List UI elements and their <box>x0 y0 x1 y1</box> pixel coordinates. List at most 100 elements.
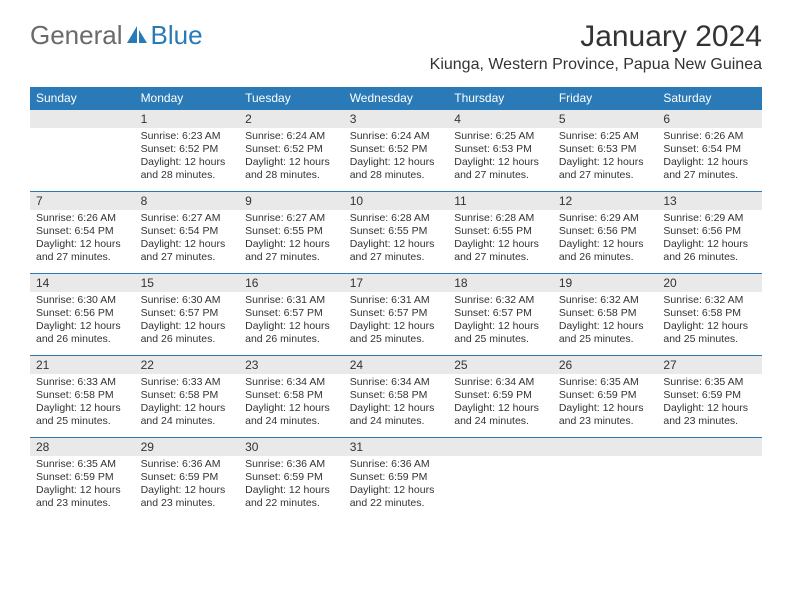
day-header: Tuesday <box>239 87 344 109</box>
daylight2-text: and 28 minutes. <box>245 169 338 182</box>
calendar-cell: 29Sunrise: 6:36 AMSunset: 6:59 PMDayligh… <box>135 437 240 519</box>
calendar-body: 1Sunrise: 6:23 AMSunset: 6:52 PMDaylight… <box>30 109 762 519</box>
day-info: Sunrise: 6:34 AMSunset: 6:58 PMDaylight:… <box>344 374 449 433</box>
daylight1-text: Daylight: 12 hours <box>663 238 756 251</box>
day-number: 13 <box>657 191 762 210</box>
day-header: Wednesday <box>344 87 449 109</box>
day-number: 11 <box>448 191 553 210</box>
daylight2-text: and 25 minutes. <box>36 415 129 428</box>
sunrise-text: Sunrise: 6:34 AM <box>350 376 443 389</box>
day-number: 22 <box>135 355 240 374</box>
day-info-empty <box>448 456 553 506</box>
sunset-text: Sunset: 6:57 PM <box>454 307 547 320</box>
sunrise-text: Sunrise: 6:31 AM <box>350 294 443 307</box>
sunset-text: Sunset: 6:52 PM <box>141 143 234 156</box>
day-info: Sunrise: 6:27 AMSunset: 6:54 PMDaylight:… <box>135 210 240 269</box>
calendar-cell: 8Sunrise: 6:27 AMSunset: 6:54 PMDaylight… <box>135 191 240 273</box>
sunset-text: Sunset: 6:59 PM <box>350 471 443 484</box>
sunrise-text: Sunrise: 6:35 AM <box>559 376 652 389</box>
daylight1-text: Daylight: 12 hours <box>245 238 338 251</box>
daylight1-text: Daylight: 12 hours <box>663 402 756 415</box>
day-number: 4 <box>448 109 553 128</box>
daylight2-text: and 25 minutes. <box>454 333 547 346</box>
day-info: Sunrise: 6:36 AMSunset: 6:59 PMDaylight:… <box>239 456 344 515</box>
sunset-text: Sunset: 6:52 PM <box>245 143 338 156</box>
sunrise-text: Sunrise: 6:27 AM <box>141 212 234 225</box>
sunrise-text: Sunrise: 6:33 AM <box>36 376 129 389</box>
sunrise-text: Sunrise: 6:36 AM <box>141 458 234 471</box>
daylight1-text: Daylight: 12 hours <box>350 320 443 333</box>
daylight2-text: and 22 minutes. <box>245 497 338 510</box>
daylight1-text: Daylight: 12 hours <box>141 320 234 333</box>
daylight2-text: and 27 minutes. <box>559 169 652 182</box>
day-header-row: Sunday Monday Tuesday Wednesday Thursday… <box>30 87 762 109</box>
day-header: Thursday <box>448 87 553 109</box>
daylight1-text: Daylight: 12 hours <box>559 156 652 169</box>
sunrise-text: Sunrise: 6:34 AM <box>245 376 338 389</box>
daylight2-text: and 27 minutes. <box>141 251 234 264</box>
daylight1-text: Daylight: 12 hours <box>36 484 129 497</box>
sunrise-text: Sunrise: 6:26 AM <box>36 212 129 225</box>
day-info: Sunrise: 6:23 AMSunset: 6:52 PMDaylight:… <box>135 128 240 187</box>
logo: General Blue <box>30 20 203 51</box>
day-info: Sunrise: 6:32 AMSunset: 6:58 PMDaylight:… <box>553 292 658 351</box>
day-info: Sunrise: 6:29 AMSunset: 6:56 PMDaylight:… <box>657 210 762 269</box>
sunset-text: Sunset: 6:54 PM <box>36 225 129 238</box>
daylight2-text: and 26 minutes. <box>141 333 234 346</box>
calendar-cell: 3Sunrise: 6:24 AMSunset: 6:52 PMDaylight… <box>344 109 449 191</box>
calendar-cell: 10Sunrise: 6:28 AMSunset: 6:55 PMDayligh… <box>344 191 449 273</box>
sunset-text: Sunset: 6:57 PM <box>245 307 338 320</box>
day-number-empty <box>553 437 658 456</box>
daylight2-text: and 25 minutes. <box>350 333 443 346</box>
day-info: Sunrise: 6:32 AMSunset: 6:57 PMDaylight:… <box>448 292 553 351</box>
day-header: Friday <box>553 87 658 109</box>
day-number: 7 <box>30 191 135 210</box>
sunrise-text: Sunrise: 6:26 AM <box>663 130 756 143</box>
daylight1-text: Daylight: 12 hours <box>245 402 338 415</box>
sunset-text: Sunset: 6:58 PM <box>559 307 652 320</box>
daylight1-text: Daylight: 12 hours <box>559 238 652 251</box>
sunset-text: Sunset: 6:55 PM <box>245 225 338 238</box>
day-number: 27 <box>657 355 762 374</box>
day-number: 14 <box>30 273 135 292</box>
daylight2-text: and 23 minutes. <box>36 497 129 510</box>
calendar-week-row: 21Sunrise: 6:33 AMSunset: 6:58 PMDayligh… <box>30 355 762 437</box>
daylight2-text: and 27 minutes. <box>36 251 129 264</box>
sail-icon <box>127 26 149 44</box>
daylight2-text: and 27 minutes. <box>350 251 443 264</box>
day-info: Sunrise: 6:35 AMSunset: 6:59 PMDaylight:… <box>30 456 135 515</box>
day-number: 20 <box>657 273 762 292</box>
day-number: 6 <box>657 109 762 128</box>
sunrise-text: Sunrise: 6:35 AM <box>36 458 129 471</box>
sunrise-text: Sunrise: 6:25 AM <box>454 130 547 143</box>
day-info: Sunrise: 6:25 AMSunset: 6:53 PMDaylight:… <box>553 128 658 187</box>
daylight2-text: and 24 minutes. <box>350 415 443 428</box>
day-info: Sunrise: 6:26 AMSunset: 6:54 PMDaylight:… <box>657 128 762 187</box>
sunrise-text: Sunrise: 6:36 AM <box>350 458 443 471</box>
daylight2-text: and 23 minutes. <box>559 415 652 428</box>
sunset-text: Sunset: 6:59 PM <box>141 471 234 484</box>
day-number: 2 <box>239 109 344 128</box>
calendar-cell: 14Sunrise: 6:30 AMSunset: 6:56 PMDayligh… <box>30 273 135 355</box>
daylight2-text: and 22 minutes. <box>350 497 443 510</box>
daylight1-text: Daylight: 12 hours <box>36 320 129 333</box>
calendar-cell: 13Sunrise: 6:29 AMSunset: 6:56 PMDayligh… <box>657 191 762 273</box>
daylight2-text: and 26 minutes. <box>36 333 129 346</box>
daylight1-text: Daylight: 12 hours <box>663 320 756 333</box>
daylight2-text: and 24 minutes. <box>454 415 547 428</box>
daylight1-text: Daylight: 12 hours <box>559 402 652 415</box>
daylight1-text: Daylight: 12 hours <box>245 320 338 333</box>
sunrise-text: Sunrise: 6:24 AM <box>245 130 338 143</box>
daylight2-text: and 24 minutes. <box>245 415 338 428</box>
daylight2-text: and 26 minutes. <box>663 251 756 264</box>
calendar-cell: 31Sunrise: 6:36 AMSunset: 6:59 PMDayligh… <box>344 437 449 519</box>
day-number: 19 <box>553 273 658 292</box>
calendar-cell: 16Sunrise: 6:31 AMSunset: 6:57 PMDayligh… <box>239 273 344 355</box>
day-number: 5 <box>553 109 658 128</box>
sunset-text: Sunset: 6:59 PM <box>36 471 129 484</box>
daylight2-text: and 27 minutes. <box>454 169 547 182</box>
sunset-text: Sunset: 6:56 PM <box>663 225 756 238</box>
sunset-text: Sunset: 6:57 PM <box>350 307 443 320</box>
calendar-cell: 4Sunrise: 6:25 AMSunset: 6:53 PMDaylight… <box>448 109 553 191</box>
sunrise-text: Sunrise: 6:32 AM <box>454 294 547 307</box>
